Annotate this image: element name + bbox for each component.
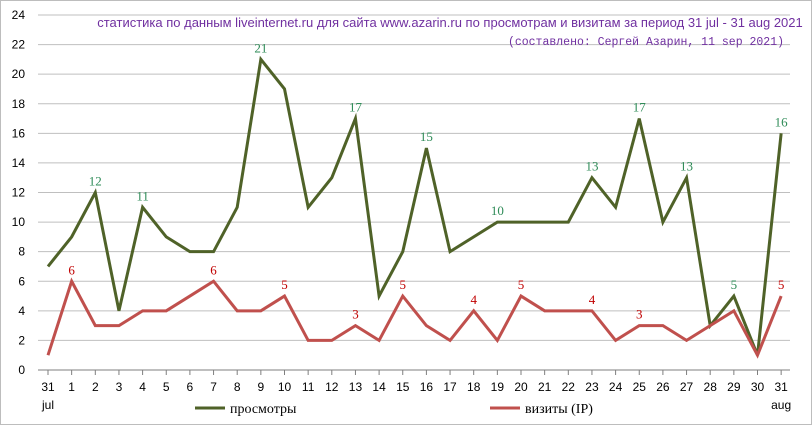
data-label: 5 bbox=[518, 277, 525, 292]
y-tick-label: 22 bbox=[12, 38, 26, 52]
x-tick-label: 8 bbox=[234, 380, 241, 394]
x-tick-label: 29 bbox=[727, 380, 741, 394]
x-tick-label: 9 bbox=[258, 380, 265, 394]
x-tick-label: 22 bbox=[562, 380, 576, 394]
series-lines bbox=[46, 55, 783, 359]
data-label: 4 bbox=[470, 292, 477, 307]
data-label: 12 bbox=[89, 174, 102, 189]
data-label: 5 bbox=[778, 277, 785, 292]
data-label: 21 bbox=[254, 40, 267, 55]
x-tick-label: 14 bbox=[372, 380, 386, 394]
data-label: 11 bbox=[136, 188, 149, 203]
y-tick-label: 20 bbox=[12, 67, 26, 81]
x-tick-label: 6 bbox=[187, 380, 194, 394]
x-tick-label: 21 bbox=[538, 380, 552, 394]
y-tick-label: 10 bbox=[12, 215, 26, 229]
x-month-label: jul bbox=[41, 398, 54, 412]
series-line-0 bbox=[46, 55, 783, 356]
y-tick-label: 8 bbox=[18, 245, 25, 259]
x-tick-label: 19 bbox=[491, 380, 505, 394]
x-tick-label: 26 bbox=[656, 380, 670, 394]
x-tick-label: 27 bbox=[680, 380, 694, 394]
x-tick-label: 5 bbox=[163, 380, 170, 394]
x-tick-label: 13 bbox=[349, 380, 363, 394]
data-label: 10 bbox=[491, 203, 504, 218]
x-tick-label: 15 bbox=[396, 380, 410, 394]
x-tick-label: 30 bbox=[751, 380, 765, 394]
x-month-label: aug bbox=[771, 398, 791, 412]
data-label: 5 bbox=[731, 277, 738, 292]
x-tick-label: 31 bbox=[774, 380, 788, 394]
x-tick-label: 16 bbox=[420, 380, 434, 394]
y-tick-label: 18 bbox=[12, 97, 26, 111]
x-tick-label: 7 bbox=[210, 380, 217, 394]
x-tick-label: 24 bbox=[609, 380, 623, 394]
x-tick-label: 1 bbox=[68, 380, 75, 394]
data-label: 13 bbox=[680, 159, 693, 174]
data-label: 6 bbox=[210, 262, 217, 277]
data-label: 3 bbox=[352, 307, 359, 322]
data-labels: 12 11 21 17 15 10 13 17 13 5 16 6 6 5 3 5 4 5 4 3 5 bbox=[68, 40, 788, 321]
y-tick-label: 16 bbox=[12, 126, 26, 140]
data-label: 15 bbox=[420, 129, 433, 144]
series-line-1 bbox=[46, 277, 783, 359]
x-tick-label: 11 bbox=[302, 380, 315, 394]
chart-subtitle: (составлено: Сергей Азарин, 11 sep 2021) bbox=[508, 36, 784, 49]
chart-title: статистика по данным liveinternet.ru для… bbox=[97, 15, 803, 30]
data-label: 6 bbox=[68, 262, 75, 277]
x-tick-label: 2 bbox=[92, 380, 99, 394]
data-label: 5 bbox=[400, 277, 407, 292]
y-tick-label: 2 bbox=[18, 333, 25, 347]
x-tick-label: 17 bbox=[443, 380, 457, 394]
x-tick-label: 25 bbox=[633, 380, 647, 394]
x-tick-label: 23 bbox=[585, 380, 599, 394]
x-tick-label: 18 bbox=[467, 380, 481, 394]
data-label: 5 bbox=[281, 277, 288, 292]
legend-label-1: визиты (IP) bbox=[525, 402, 593, 417]
legend: просмотры визиты (IP) bbox=[195, 402, 593, 417]
y-tick-label: 24 bbox=[12, 8, 26, 22]
data-label: 4 bbox=[589, 292, 596, 307]
x-tick-label: 20 bbox=[514, 380, 528, 394]
x-tick-label: 28 bbox=[704, 380, 718, 394]
data-label: 17 bbox=[349, 100, 363, 115]
x-tick-label: 31 bbox=[41, 380, 55, 394]
data-label: 16 bbox=[775, 114, 789, 129]
y-tick-label: 0 bbox=[18, 363, 25, 377]
y-tick-label: 12 bbox=[12, 186, 26, 200]
y-tick-label: 14 bbox=[12, 156, 26, 170]
x-tick-label: 4 bbox=[139, 380, 146, 394]
data-label: 13 bbox=[585, 159, 598, 174]
x-tick-label: 12 bbox=[325, 380, 339, 394]
legend-label-0: просмотры bbox=[230, 402, 297, 417]
x-tick-label: 10 bbox=[278, 380, 292, 394]
data-label: 3 bbox=[636, 307, 643, 322]
x-tick-label: 3 bbox=[116, 380, 123, 394]
data-label: 17 bbox=[633, 100, 647, 115]
y-tick-label: 6 bbox=[18, 274, 25, 288]
y-tick-label: 4 bbox=[18, 304, 25, 318]
